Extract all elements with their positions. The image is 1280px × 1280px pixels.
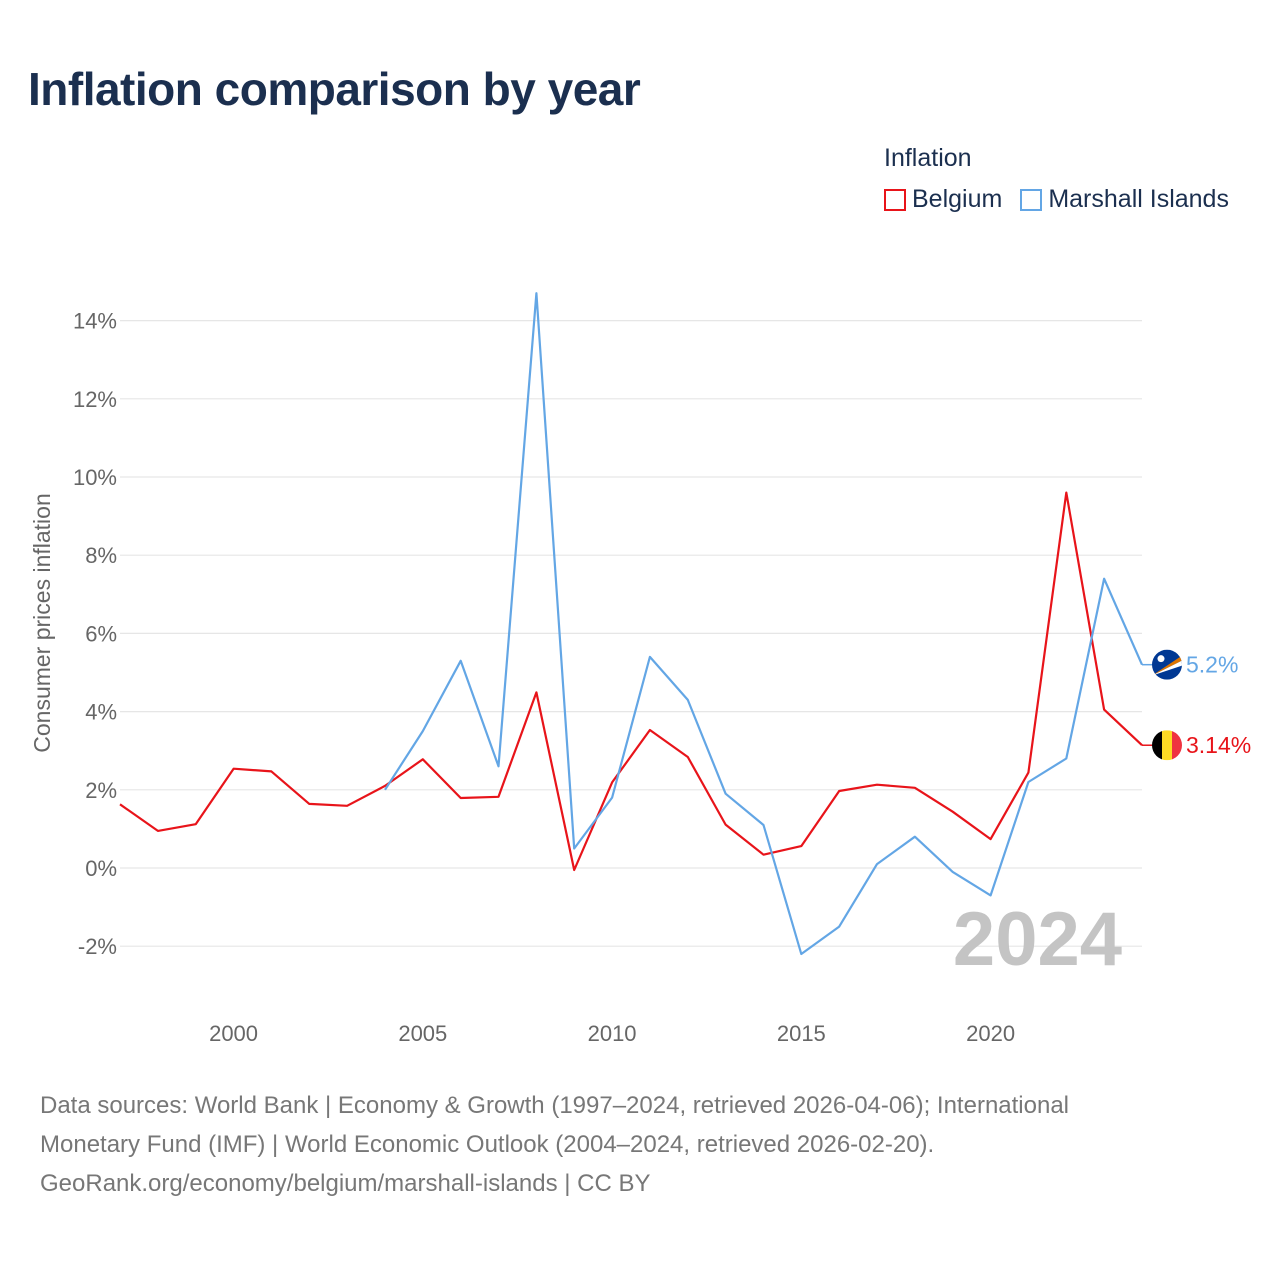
flag-stripes (1152, 730, 1182, 761)
flag-stripe-black (1152, 730, 1162, 761)
flag-orange-ray (1152, 655, 1182, 676)
x-tick-label: 2010 (588, 1021, 637, 1046)
legend-item-belgium[interactable]: Belgium (884, 185, 1002, 214)
flag-white-ray (1152, 660, 1182, 676)
flag-star (1157, 655, 1165, 663)
flag-stripe-yellow (1162, 730, 1172, 761)
y-tick-label: 6% (85, 621, 117, 646)
footer-sources: Data sources: World Bank | Economy & Gro… (40, 1086, 1240, 1203)
end-labels: 3.14% 5.2% (1142, 649, 1251, 761)
y-tick-label: 14% (73, 309, 117, 334)
flag-stripe-red (1172, 730, 1182, 761)
gridlines (120, 320, 1142, 947)
y-tick-label: 12% (73, 387, 117, 412)
y-axis-ticks: -2% 0% 2% 4% 6% 8% 10% 12% 14% (73, 309, 117, 960)
y-tick-label: -2% (78, 934, 117, 959)
series-line-marshall-islands (384, 292, 1144, 956)
end-label-marshall-islands: 5.2% (1186, 652, 1238, 678)
footer-line-1: Data sources: World Bank | Economy & Gro… (40, 1092, 1070, 1119)
y-tick-label: 10% (73, 465, 117, 490)
belgium-flag-icon (1152, 730, 1182, 761)
y-tick-label: 2% (85, 778, 117, 803)
series-line-belgium (119, 491, 1143, 872)
y-tick-label: 4% (85, 700, 117, 725)
legend-swatch-belgium (884, 188, 906, 211)
x-axis-ticks: 2000 2005 2010 2015 2020 (209, 1021, 1015, 1046)
series-lines (119, 292, 1144, 956)
x-tick-label: 2015 (777, 1021, 826, 1046)
line-chart: -2%0%2%4%6%8%10%12%14% 2000 2005 2010 2015 2… (29, 292, 1251, 1046)
y-tick-label: 8% (85, 543, 117, 568)
x-tick-label: 2005 (398, 1021, 447, 1046)
legend: Belgium Marshall Islands (884, 185, 1247, 214)
legend-title: Inflation (884, 144, 972, 172)
end-label-belgium: 3.14% (1186, 732, 1251, 758)
legend-swatch-marshall-islands (1020, 188, 1043, 211)
footer-line-3[interactable]: GeoRank.org/economy/belgium/marshall-isl… (40, 1170, 651, 1197)
legend-item-marshall-islands[interactable]: Marshall Islands (1020, 185, 1229, 214)
chart-title: Inflation comparison by year (28, 63, 641, 115)
x-tick-label: 2020 (966, 1021, 1015, 1046)
y-tick-label: 0% (85, 856, 117, 881)
marshall-islands-flag-icon (1152, 649, 1182, 680)
x-tick-label: 2000 (209, 1021, 258, 1046)
year-watermark: 2024 (953, 897, 1122, 982)
legend-label-belgium: Belgium (912, 185, 1003, 213)
flag-field (1152, 649, 1182, 680)
legend-label-marshall-islands: Marshall Islands (1048, 185, 1229, 213)
footer-line-2: Monetary Fund (IMF) | World Economic Out… (40, 1131, 935, 1158)
y-axis-label: Consumer prices inflation (29, 493, 55, 753)
